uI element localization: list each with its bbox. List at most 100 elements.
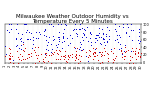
Point — [60, 56, 63, 57]
Point — [68, 56, 71, 57]
Point — [32, 39, 34, 41]
Point — [42, 59, 45, 60]
Point — [116, 39, 118, 40]
Point — [139, 41, 141, 42]
Point — [134, 52, 136, 54]
Point — [83, 34, 85, 35]
Point — [53, 38, 55, 40]
Point — [17, 62, 19, 64]
Point — [94, 51, 96, 52]
Point — [90, 33, 92, 35]
Point — [55, 45, 58, 46]
Point — [103, 48, 106, 49]
Point — [137, 52, 140, 53]
Point — [95, 39, 98, 41]
Point — [75, 54, 77, 55]
Point — [133, 50, 136, 52]
Point — [82, 48, 85, 49]
Title: Milwaukee Weather Outdoor Humidity vs Temperature Every 5 Minutes: Milwaukee Weather Outdoor Humidity vs Te… — [16, 14, 129, 24]
Point — [65, 24, 67, 25]
Point — [125, 50, 128, 52]
Point — [50, 43, 53, 45]
Point — [30, 52, 32, 54]
Point — [35, 55, 37, 56]
Point — [66, 54, 69, 56]
Point — [42, 61, 45, 62]
Point — [101, 55, 104, 56]
Point — [98, 51, 100, 53]
Point — [75, 50, 78, 52]
Point — [138, 35, 140, 37]
Point — [27, 31, 30, 33]
Point — [79, 24, 81, 25]
Point — [102, 54, 105, 55]
Point — [21, 42, 24, 43]
Point — [14, 28, 17, 29]
Point — [87, 40, 89, 42]
Point — [99, 36, 102, 38]
Point — [88, 32, 91, 33]
Point — [94, 41, 97, 42]
Point — [19, 49, 22, 50]
Point — [84, 29, 87, 30]
Point — [22, 58, 24, 60]
Point — [100, 43, 102, 44]
Point — [62, 56, 65, 57]
Point — [4, 56, 6, 57]
Point — [9, 52, 12, 54]
Point — [94, 37, 96, 38]
Point — [95, 48, 97, 49]
Point — [83, 34, 86, 36]
Point — [102, 38, 104, 39]
Point — [109, 51, 112, 52]
Point — [88, 38, 91, 39]
Point — [16, 24, 19, 25]
Point — [37, 60, 40, 62]
Point — [58, 49, 60, 50]
Point — [42, 34, 45, 36]
Point — [137, 31, 140, 33]
Point — [6, 29, 8, 31]
Point — [48, 36, 50, 38]
Point — [34, 52, 36, 53]
Point — [56, 36, 59, 37]
Point — [121, 27, 124, 28]
Point — [56, 46, 58, 48]
Point — [80, 36, 83, 37]
Point — [34, 46, 36, 48]
Point — [137, 42, 140, 43]
Point — [129, 29, 132, 31]
Point — [63, 40, 66, 41]
Point — [61, 37, 64, 38]
Point — [104, 35, 107, 37]
Point — [120, 56, 123, 58]
Point — [130, 24, 132, 25]
Point — [73, 28, 76, 29]
Point — [139, 52, 142, 53]
Point — [99, 53, 102, 55]
Point — [80, 27, 83, 29]
Point — [89, 50, 92, 51]
Point — [61, 36, 64, 37]
Point — [102, 38, 104, 40]
Point — [63, 24, 66, 25]
Point — [123, 56, 125, 57]
Point — [87, 57, 89, 58]
Point — [130, 39, 133, 40]
Point — [114, 57, 116, 59]
Point — [98, 27, 101, 29]
Point — [58, 38, 60, 40]
Point — [91, 53, 94, 54]
Point — [61, 36, 64, 37]
Point — [88, 49, 90, 51]
Point — [8, 59, 11, 60]
Point — [96, 55, 98, 56]
Point — [11, 55, 13, 56]
Point — [98, 62, 101, 64]
Point — [50, 24, 53, 25]
Point — [93, 49, 96, 50]
Point — [55, 58, 57, 60]
Point — [74, 47, 77, 49]
Point — [44, 56, 47, 58]
Point — [75, 54, 77, 56]
